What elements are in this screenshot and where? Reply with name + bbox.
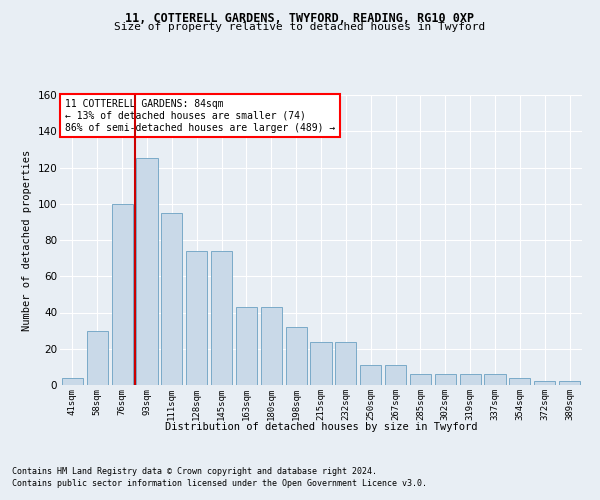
- Bar: [385, 365, 406, 385]
- Text: Contains public sector information licensed under the Open Government Licence v3: Contains public sector information licen…: [12, 479, 427, 488]
- Bar: [534, 382, 555, 385]
- Text: 11, COTTERELL GARDENS, TWYFORD, READING, RG10 0XP: 11, COTTERELL GARDENS, TWYFORD, READING,…: [125, 12, 475, 26]
- Bar: [211, 251, 232, 385]
- Bar: [236, 307, 257, 385]
- Bar: [161, 213, 182, 385]
- Bar: [559, 382, 580, 385]
- Bar: [435, 374, 456, 385]
- Bar: [136, 158, 158, 385]
- Y-axis label: Number of detached properties: Number of detached properties: [22, 150, 32, 330]
- Bar: [509, 378, 530, 385]
- Bar: [484, 374, 506, 385]
- Bar: [87, 330, 108, 385]
- Bar: [335, 342, 356, 385]
- Bar: [112, 204, 133, 385]
- Text: 11 COTTERELL GARDENS: 84sqm
← 13% of detached houses are smaller (74)
86% of sem: 11 COTTERELL GARDENS: 84sqm ← 13% of det…: [65, 100, 335, 132]
- Bar: [62, 378, 83, 385]
- Bar: [360, 365, 381, 385]
- Bar: [310, 342, 332, 385]
- Bar: [460, 374, 481, 385]
- Bar: [261, 307, 282, 385]
- Bar: [410, 374, 431, 385]
- Bar: [286, 327, 307, 385]
- Text: Contains HM Land Registry data © Crown copyright and database right 2024.: Contains HM Land Registry data © Crown c…: [12, 468, 377, 476]
- Text: Size of property relative to detached houses in Twyford: Size of property relative to detached ho…: [115, 22, 485, 32]
- Text: Distribution of detached houses by size in Twyford: Distribution of detached houses by size …: [165, 422, 477, 432]
- Bar: [186, 251, 207, 385]
